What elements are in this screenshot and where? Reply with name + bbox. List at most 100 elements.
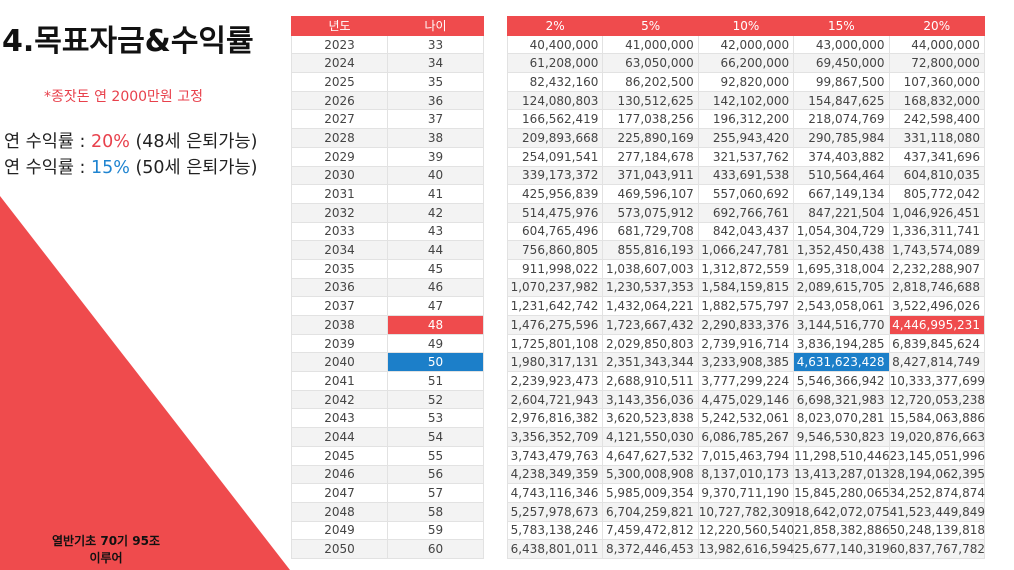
fund-value-cell: 7,015,463,794 (697, 445, 795, 466)
fund-value-cell: 66,200,000 (697, 53, 795, 74)
table-row: 166,562,419 177,038,256 196,312,200 218,074… (506, 109, 985, 130)
rate-column-header: 15% (793, 16, 890, 36)
fund-value-cell: 8,137,010,173 (697, 464, 795, 485)
table-row: 2050 60 (291, 539, 484, 559)
fund-value-cell: 469,596,107 (602, 184, 699, 204)
year-cell: 2040 (291, 352, 388, 373)
fund-value-cell: 756,860,805 (506, 240, 604, 260)
fund-value-cell: 12,720,053,238 (888, 389, 985, 410)
table-row: 2027 37 (291, 109, 484, 130)
fund-value-cell: 331,118,080 (888, 128, 985, 148)
fund-value-cell: 1,584,159,815 (697, 277, 795, 298)
fund-value-cell: 339,173,372 (506, 165, 604, 186)
age-cell: 54 (387, 427, 484, 447)
fund-value-cell: 225,890,169 (602, 128, 699, 148)
age-cell: 39 (387, 146, 484, 167)
fund-value-cell: 254,091,541 (506, 146, 604, 167)
rate-value-blue: 15% (90, 158, 130, 178)
year-cell: 2028 (291, 128, 388, 148)
year-cell: 2035 (291, 258, 388, 279)
fund-value-cell: 19,020,876,663 (888, 427, 985, 447)
fund-value-cell: 63,050,000 (602, 53, 699, 74)
table-row: 2032 42 (291, 202, 484, 223)
table-row: 1,980,317,131 2,351,343,344 3,233,908,385 4… (506, 352, 985, 373)
table-row: 2031 41 (291, 184, 484, 204)
table-row: 756,860,805 855,816,193 1,066,247,781 1,352… (506, 240, 985, 260)
fund-value-cell: 374,403,882 (793, 146, 890, 167)
fund-value-cell: 6,704,259,821 (602, 501, 699, 522)
rate-header-row: 2% 5% 10% 15% 20% (506, 16, 985, 36)
fund-value-cell: 28,194,062,395 (888, 464, 985, 485)
fund-value-cell: 177,038,256 (602, 109, 699, 130)
year-cell: 2026 (291, 90, 388, 111)
age-cell: 56 (387, 464, 484, 485)
fund-value-cell: 1,725,801,108 (506, 333, 604, 354)
author-caption-line: 열반기초 70기 95조 (52, 534, 160, 548)
fund-value-cell: 1,695,318,004 (793, 258, 890, 279)
fund-value-cell: 692,766,761 (697, 202, 795, 223)
year-cell: 2036 (291, 277, 388, 298)
table-row: 1,231,642,742 1,432,064,221 1,882,575,797 2… (506, 296, 985, 316)
fund-value-cell: 15,845,280,065 (793, 483, 890, 503)
table-row: 2025 35 (291, 72, 484, 92)
year-cell: 2048 (291, 501, 388, 522)
age-cell: 34 (387, 53, 484, 74)
fund-value-cell: 196,312,200 (697, 109, 795, 130)
rate-line-suffix: (48세 은퇴가능) (129, 132, 258, 152)
table-row: 124,080,803 130,512,625 142,102,000 154,847… (506, 90, 985, 111)
table-row: 5,257,978,673 6,704,259,821 10,727,782,309… (506, 501, 985, 522)
age-cell: 36 (387, 90, 484, 111)
year-age-table: 년도 나이 2023 33 2024 34 2025 35 2026 36 2027 37 2028… (291, 16, 484, 559)
fund-value-cell: 2,543,058,061 (793, 296, 890, 316)
table-row: 1,725,801,108 2,029,850,803 2,739,916,714 3… (506, 333, 985, 354)
table-row: 82,432,160 86,202,500 92,820,000 99,867,500… (506, 72, 985, 92)
age-cell: 44 (387, 240, 484, 260)
fund-value-cell: 681,729,708 (602, 221, 699, 242)
table-row: 2028 38 (291, 128, 484, 148)
age-cell: 43 (387, 221, 484, 242)
table-row: 2,604,721,943 3,143,356,036 4,475,029,146 6… (506, 389, 985, 410)
table-row: 2037 47 (291, 296, 484, 316)
fund-value-cell: 142,102,000 (697, 90, 795, 111)
year-cell: 2033 (291, 221, 388, 242)
year-cell: 2032 (291, 202, 388, 223)
year-cell: 2049 (291, 520, 388, 541)
fund-value-cell: 1,230,537,353 (602, 277, 699, 298)
table-row: 3,356,352,709 4,121,550,030 6,086,785,267 9… (506, 427, 985, 447)
table-row: 2039 49 (291, 333, 484, 354)
fund-value-cell: 573,075,912 (602, 202, 699, 223)
fund-value-cell: 61,208,000 (506, 53, 604, 74)
table-row: 2029 39 (291, 146, 484, 167)
age-cell: 45 (387, 258, 484, 279)
fund-value-cell: 2,739,916,714 (697, 333, 795, 354)
year-cell: 2030 (291, 165, 388, 186)
fund-value-cell: 23,145,051,996 (888, 445, 985, 466)
fund-value-cell: 3,233,908,385 (697, 352, 795, 373)
table-row: 2042 52 (291, 389, 484, 410)
fund-value-cell: 3,743,479,763 (506, 445, 604, 466)
fund-value-cell: 21,858,382,886 (793, 520, 890, 541)
fund-value-cell: 4,647,627,532 (602, 445, 699, 466)
year-cell: 2042 (291, 389, 388, 410)
year-cell: 2023 (291, 34, 388, 55)
year-cell: 2038 (291, 315, 388, 335)
fund-value-cell: 5,783,138,246 (506, 520, 604, 541)
fund-value-cell: 805,772,042 (888, 184, 985, 204)
fund-value-cell: 86,202,500 (602, 72, 699, 92)
fund-value-cell: 514,475,976 (506, 202, 604, 223)
table-row: 604,765,496 681,729,708 842,043,437 1,054,3… (506, 221, 985, 242)
year-cell: 2044 (291, 427, 388, 447)
fund-value-cell: 166,562,419 (506, 109, 604, 130)
fund-value-cell: 15,584,063,886 (888, 408, 985, 429)
table-row: 2036 46 (291, 277, 484, 298)
year-cell: 2034 (291, 240, 388, 260)
year-cell: 2045 (291, 445, 388, 466)
fund-value-cell: 2,688,910,511 (602, 371, 699, 391)
age-cell: 41 (387, 184, 484, 204)
fund-value-cell: 1,882,575,797 (697, 296, 795, 316)
table-row: 2041 51 (291, 371, 484, 391)
age-cell: 35 (387, 72, 484, 92)
fund-value-cell: 25,677,140,319 (793, 539, 890, 559)
fund-value-cell: 99,867,500 (793, 72, 890, 92)
fund-value-cell: 2,976,816,382 (506, 408, 604, 429)
